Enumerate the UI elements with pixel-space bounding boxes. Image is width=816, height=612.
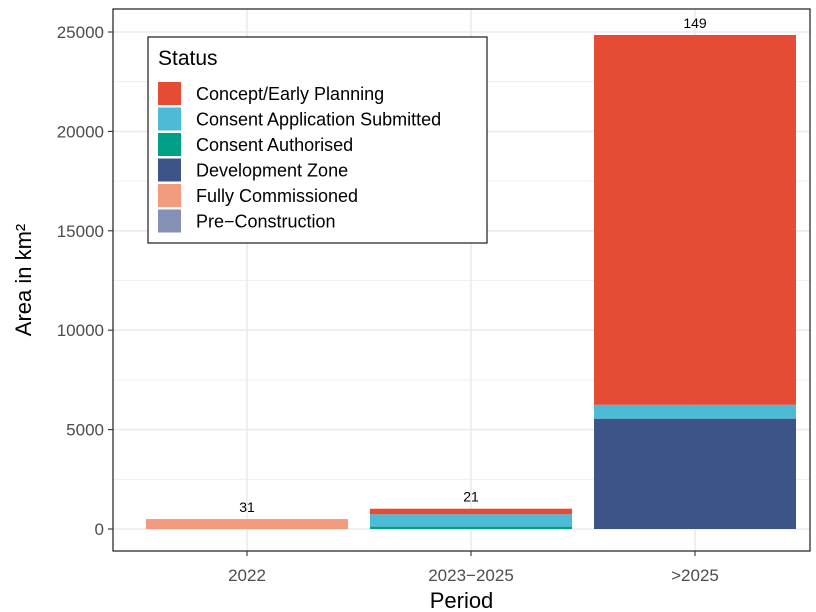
legend-label: Pre−Construction — [196, 212, 336, 232]
legend-swatch — [158, 107, 181, 131]
x-axis-title: Period — [430, 588, 494, 612]
legend-swatch — [158, 184, 181, 207]
legend-label: Fully Commissioned — [196, 186, 358, 206]
bar-count-label: 149 — [683, 15, 707, 31]
y-tick-label: 15000 — [57, 222, 104, 241]
bars — [146, 34, 796, 529]
y-axis-title: Area in km² — [11, 224, 36, 336]
bar-count-label: 21 — [463, 489, 479, 505]
bar-segment — [370, 526, 572, 529]
y-tick-label: 20000 — [57, 122, 104, 141]
x-tick-label: >2025 — [671, 566, 719, 585]
legend-swatch — [158, 209, 181, 233]
legend-items: Concept/Early Planning Consent Applicatio… — [158, 82, 441, 233]
bar-segment — [146, 519, 348, 529]
legend-label: Development Zone — [196, 161, 348, 181]
y-tick-label: 25000 — [57, 23, 104, 42]
legend-label: Consent Application Submitted — [196, 110, 441, 130]
bar-labels: 31 21 149 — [239, 15, 707, 515]
bar-segment — [370, 508, 572, 515]
x-axis: 2022 2023−2025 >2025 — [228, 551, 719, 585]
legend: Status Concept/Early Planning Consent App… — [147, 36, 488, 244]
legend-swatch — [158, 82, 181, 105]
legend-label: Consent Authorised — [196, 135, 353, 155]
x-tick-label: 2023−2025 — [428, 566, 514, 585]
legend-box — [147, 36, 488, 244]
bar-segment — [594, 404, 796, 419]
legend-swatch — [158, 158, 181, 182]
legend-title: Status — [158, 47, 218, 70]
legend-swatch — [158, 133, 181, 156]
bar-count-label: 31 — [239, 499, 255, 515]
y-tick-label: 0 — [95, 520, 104, 539]
y-axis: 0 5000 10000 15000 20000 25000 — [57, 23, 113, 539]
bar-segment — [370, 514, 572, 527]
bar-segment — [594, 418, 796, 529]
legend-label: Concept/Early Planning — [196, 84, 384, 104]
y-tick-label: 10000 — [57, 321, 104, 340]
y-tick-label: 5000 — [66, 421, 104, 440]
panel-border — [112, 8, 811, 552]
x-tick-label: 2022 — [228, 566, 266, 585]
bar-segment — [594, 34, 796, 405]
